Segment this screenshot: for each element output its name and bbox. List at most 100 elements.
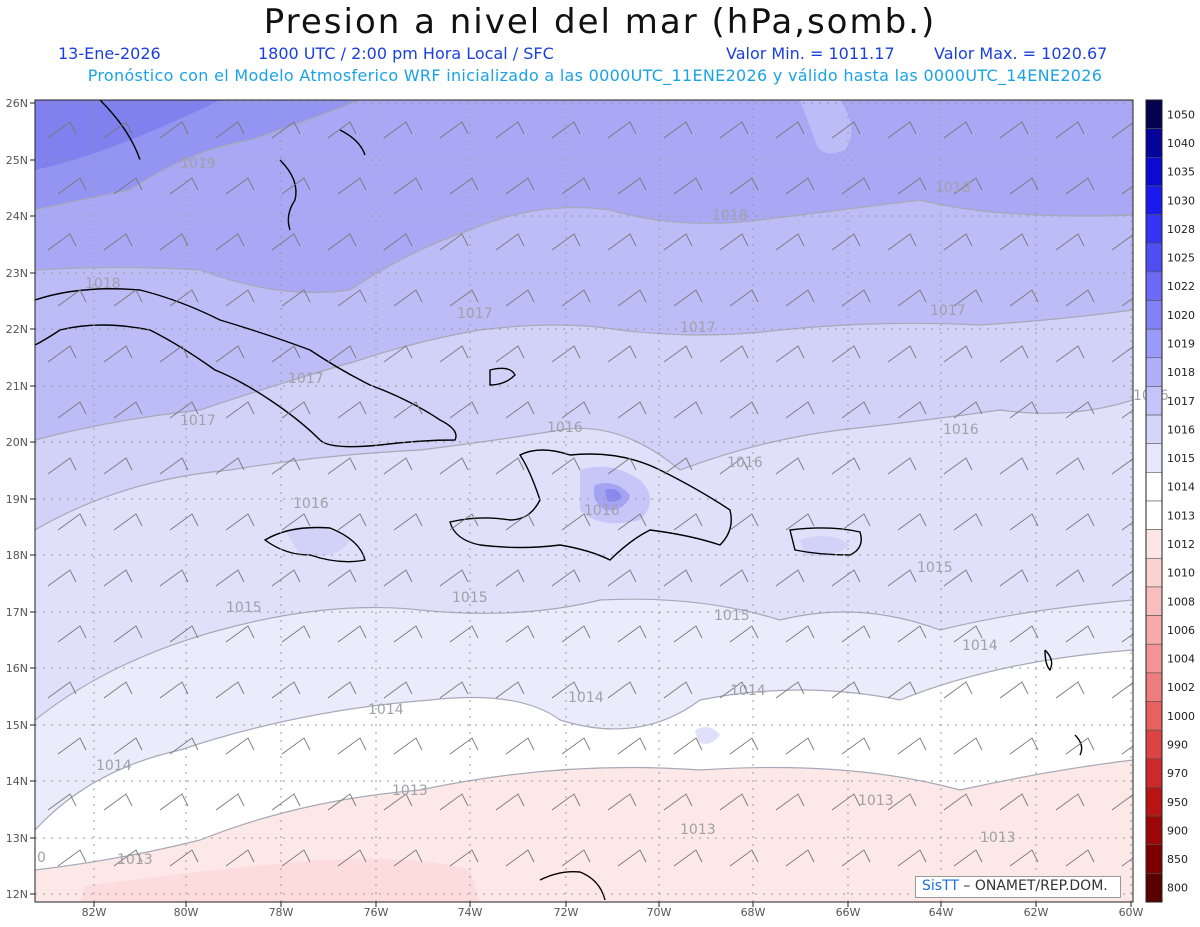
contour-label: 1013 <box>980 830 1016 846</box>
wind-barb <box>169 177 199 195</box>
wind-barb <box>663 793 693 811</box>
wind-barb <box>337 177 367 195</box>
wind-barb <box>439 569 469 587</box>
wind-barb <box>495 569 525 587</box>
lat-lon-grid <box>35 100 1133 902</box>
colorbar-label: 1030 <box>1167 194 1195 207</box>
colorbar-label: 1015 <box>1167 452 1195 465</box>
wind-barb <box>271 793 301 811</box>
wind-barb <box>215 345 245 363</box>
wind-barb <box>897 289 927 307</box>
lat-label: 22N <box>6 323 28 336</box>
pressure-shading <box>35 100 1133 902</box>
contour-label: 1017 <box>930 303 966 319</box>
wind-barb <box>841 625 871 643</box>
wind-barb <box>943 457 973 475</box>
wind-barb <box>337 401 367 419</box>
wind-barb <box>337 849 367 867</box>
colorbar-swatch <box>1145 500 1163 530</box>
contour-label: 1016 <box>584 503 620 519</box>
colorbar-swatch <box>1145 99 1163 129</box>
wind-barb <box>607 793 637 811</box>
wind-barb <box>617 177 647 195</box>
wind-barb <box>113 737 143 755</box>
wind-barb <box>551 457 581 475</box>
colorbar-label: 1000 <box>1167 710 1195 723</box>
wind-barb <box>551 681 581 699</box>
wind-barb <box>953 625 983 643</box>
wind-barb <box>505 177 535 195</box>
wind-barb <box>1055 457 1085 475</box>
lon-label: 64W <box>929 906 954 919</box>
wind-barb <box>169 737 199 755</box>
contour-label: 1018 <box>712 208 748 224</box>
colorbar-label: 850 <box>1167 853 1188 866</box>
wind-barb <box>953 289 983 307</box>
wind-barb <box>281 289 311 307</box>
lat-label: 13N <box>6 832 28 845</box>
colorbar-swatch <box>1145 529 1163 559</box>
wind-barb <box>327 569 357 587</box>
wind-barb <box>281 513 311 531</box>
wind-barb <box>103 457 133 475</box>
wind-barb <box>551 233 581 251</box>
colorbar: 1050 1040 1035 1030 1028 1025 1022 1020 1019 1018… <box>1145 99 1195 903</box>
credit-box: SisTT – ONAMET/REP.DOM. <box>915 876 1121 898</box>
credit-brand: SisTT <box>922 878 959 894</box>
wind-barb <box>215 569 245 587</box>
wind-barb <box>281 401 311 419</box>
wind-barb <box>449 401 479 419</box>
wind-barb <box>1065 625 1095 643</box>
wind-barb <box>505 625 535 643</box>
wind-barb <box>1055 233 1085 251</box>
wind-barb <box>561 625 591 643</box>
wind-barb <box>617 513 647 531</box>
wind-barb <box>1121 409 1133 419</box>
wind-barb <box>1065 289 1095 307</box>
contour-label: 1017 <box>457 306 493 322</box>
colorbar-swatch <box>1145 643 1163 674</box>
longitude-labels: 82W 80W 78W 76W 74W 72W 70W 68W 66W 64W 62W 60W <box>82 902 1144 919</box>
wind-barb <box>113 177 143 195</box>
wind-barb <box>831 121 861 139</box>
wind-barb <box>113 513 143 531</box>
wind-barb <box>337 513 367 531</box>
contour-label: 1016 <box>943 422 979 438</box>
wind-barb <box>1065 737 1095 755</box>
wind-barb <box>159 681 189 699</box>
wind-barb <box>673 513 703 531</box>
lat-label: 24N <box>6 210 28 223</box>
colorbar-label: 1050 <box>1167 108 1195 121</box>
wind-barb <box>225 401 255 419</box>
wind-barb <box>897 401 927 419</box>
wind-barb <box>1009 177 1039 195</box>
wind-barb <box>953 849 983 867</box>
contour-label: 1014 <box>96 758 132 774</box>
wind-barb <box>1065 849 1095 867</box>
lat-label: 16N <box>6 662 28 675</box>
wind-barb <box>169 289 199 307</box>
wind-barb <box>607 345 637 363</box>
wind-barb <box>663 345 693 363</box>
contour-label: 1014 <box>568 690 604 706</box>
colorbar-swatch <box>1145 758 1163 788</box>
wind-barb <box>953 737 983 755</box>
wind-barb <box>383 681 413 699</box>
colorbar-swatch <box>1145 873 1163 903</box>
wind-barb <box>47 345 77 363</box>
wind-barb <box>831 345 861 363</box>
wind-barb <box>505 849 535 867</box>
wind-barb <box>495 345 525 363</box>
wind-barb <box>1065 513 1095 531</box>
wind-barb <box>943 793 973 811</box>
max-value: Valor Max. = 1020.67 <box>934 44 1108 63</box>
wind-barb <box>383 457 413 475</box>
wind-barb <box>775 345 805 363</box>
wind-barb <box>1009 513 1039 531</box>
colorbar-swatch <box>1145 729 1163 760</box>
wind-barb <box>47 681 77 699</box>
wind-barb <box>215 233 245 251</box>
wind-barb <box>1111 122 1133 139</box>
wind-barb <box>841 401 871 419</box>
wind-barb <box>113 625 143 643</box>
